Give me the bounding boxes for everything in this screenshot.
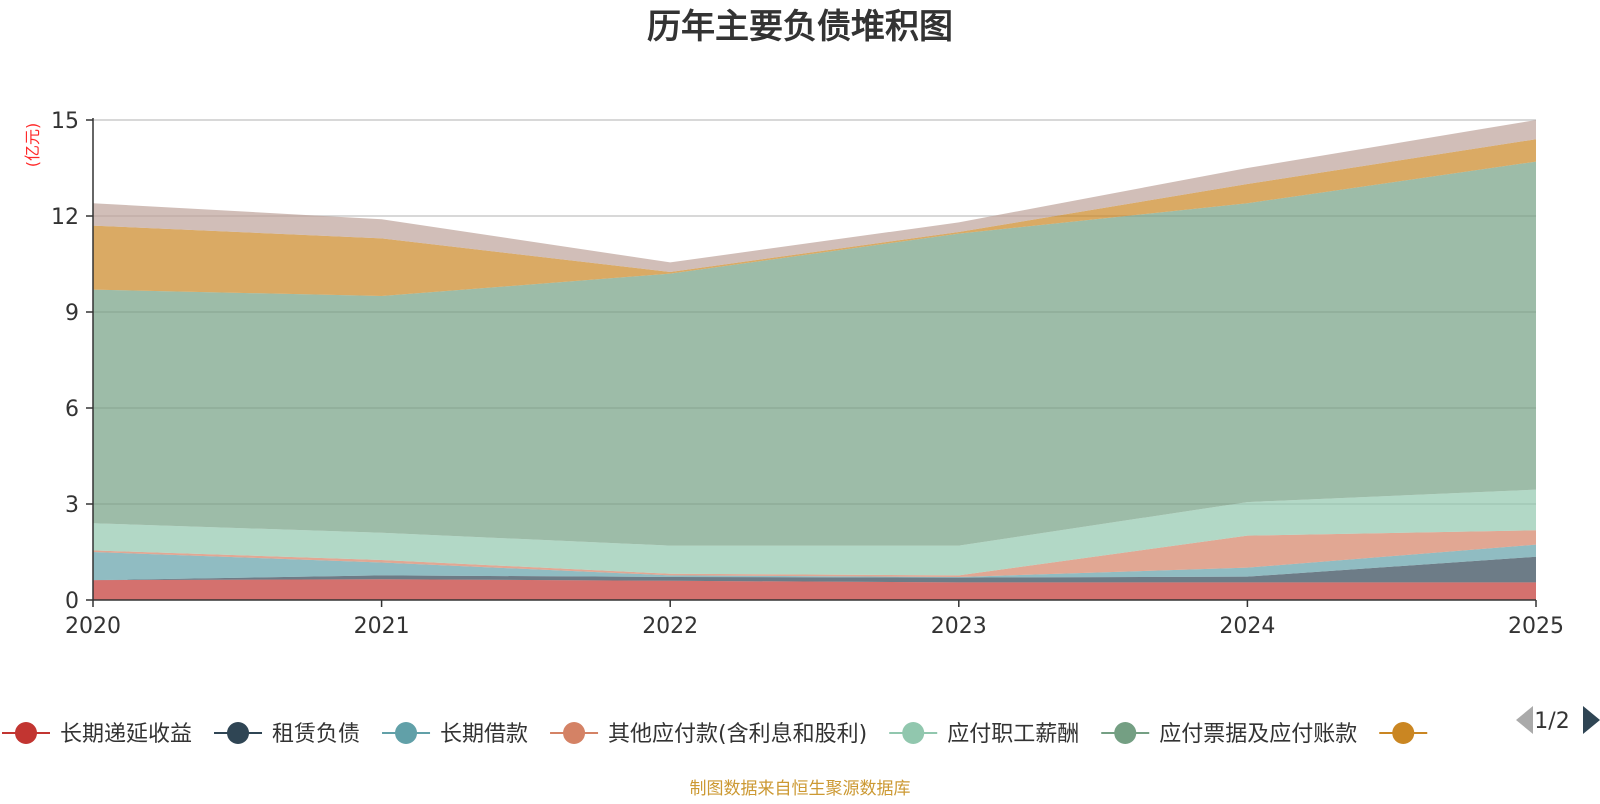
legend-next-icon[interactable] xyxy=(1583,706,1600,734)
axes: 0 3 6 9 12 15 2020 2021 2022 2023 2024 2025 xyxy=(51,109,1564,639)
y-tick-label: 0 xyxy=(65,589,79,614)
x-tick-label: 2023 xyxy=(931,614,987,639)
area-series-3[interactable] xyxy=(93,530,1536,577)
legend-marker-icon xyxy=(1392,722,1415,744)
chart-footer-source: 制图数据来自恒生聚源数据库 xyxy=(690,779,911,799)
y-tick-label: 3 xyxy=(65,493,79,518)
area-series-4[interactable] xyxy=(93,489,1536,576)
area-series-2[interactable] xyxy=(93,544,1536,581)
chart-title: 历年主要负债堆积图 xyxy=(647,7,953,47)
legend-label: 应付职工薪酬 xyxy=(947,722,1079,747)
area-series-0[interactable] xyxy=(93,579,1536,600)
legend-prev-icon[interactable] xyxy=(1516,706,1533,734)
area-series-5[interactable] xyxy=(93,161,1536,546)
y-axis-unit-label: (亿元) xyxy=(23,123,42,168)
legend-marker-icon xyxy=(1114,722,1137,744)
legend-pager: 1/2 xyxy=(1516,706,1600,734)
legend-marker-icon xyxy=(395,722,418,744)
legend-marker-icon xyxy=(15,722,37,744)
x-tick-label: 2021 xyxy=(354,614,410,639)
legend-item-2[interactable]: 长期借款 xyxy=(382,722,528,747)
legend-item-5[interactable]: 应付票据及应付账款 xyxy=(1101,722,1357,747)
legend-label: 长期借款 xyxy=(440,722,528,747)
legend-item-3[interactable]: 其他应付款(含利息和股利) xyxy=(550,722,867,747)
legend-marker-icon xyxy=(563,722,586,744)
legend-page-indicator: 1/2 xyxy=(1534,709,1569,734)
y-tick-label: 6 xyxy=(65,397,79,422)
area-series-1[interactable] xyxy=(93,556,1536,583)
area-series-group xyxy=(93,120,1536,600)
legend-label: 长期递延收益 xyxy=(60,722,192,747)
legend-label: 应付票据及应付账款 xyxy=(1159,722,1357,747)
legend-label: 租赁负债 xyxy=(272,722,360,747)
legend: 长期递延收益 租赁负债 长期借款 其他应付款(含利息和股利) 应付职工薪酬 应付票据及应付… xyxy=(2,722,1428,747)
legend-item-1[interactable]: 租赁负债 xyxy=(214,722,360,747)
y-tick-label: 15 xyxy=(51,109,79,134)
legend-item-0[interactable]: 长期递延收益 xyxy=(2,722,192,747)
x-tick-label: 2022 xyxy=(642,614,698,639)
legend-marker-icon xyxy=(227,722,250,744)
legend-label: 其他应付款(含利息和股利) xyxy=(608,722,867,747)
x-tick-label: 2020 xyxy=(65,614,121,639)
area-series-6[interactable] xyxy=(93,139,1536,296)
y-tick-label: 12 xyxy=(51,205,79,230)
legend-item-6[interactable] xyxy=(1379,722,1428,744)
y-tick-label: 9 xyxy=(65,301,79,326)
x-tick-label: 2024 xyxy=(1219,614,1275,639)
x-tick-label: 2025 xyxy=(1508,614,1564,639)
legend-item-4[interactable]: 应付职工薪酬 xyxy=(889,722,1079,747)
area-series-7[interactable] xyxy=(93,120,1536,272)
legend-marker-icon xyxy=(902,722,925,744)
